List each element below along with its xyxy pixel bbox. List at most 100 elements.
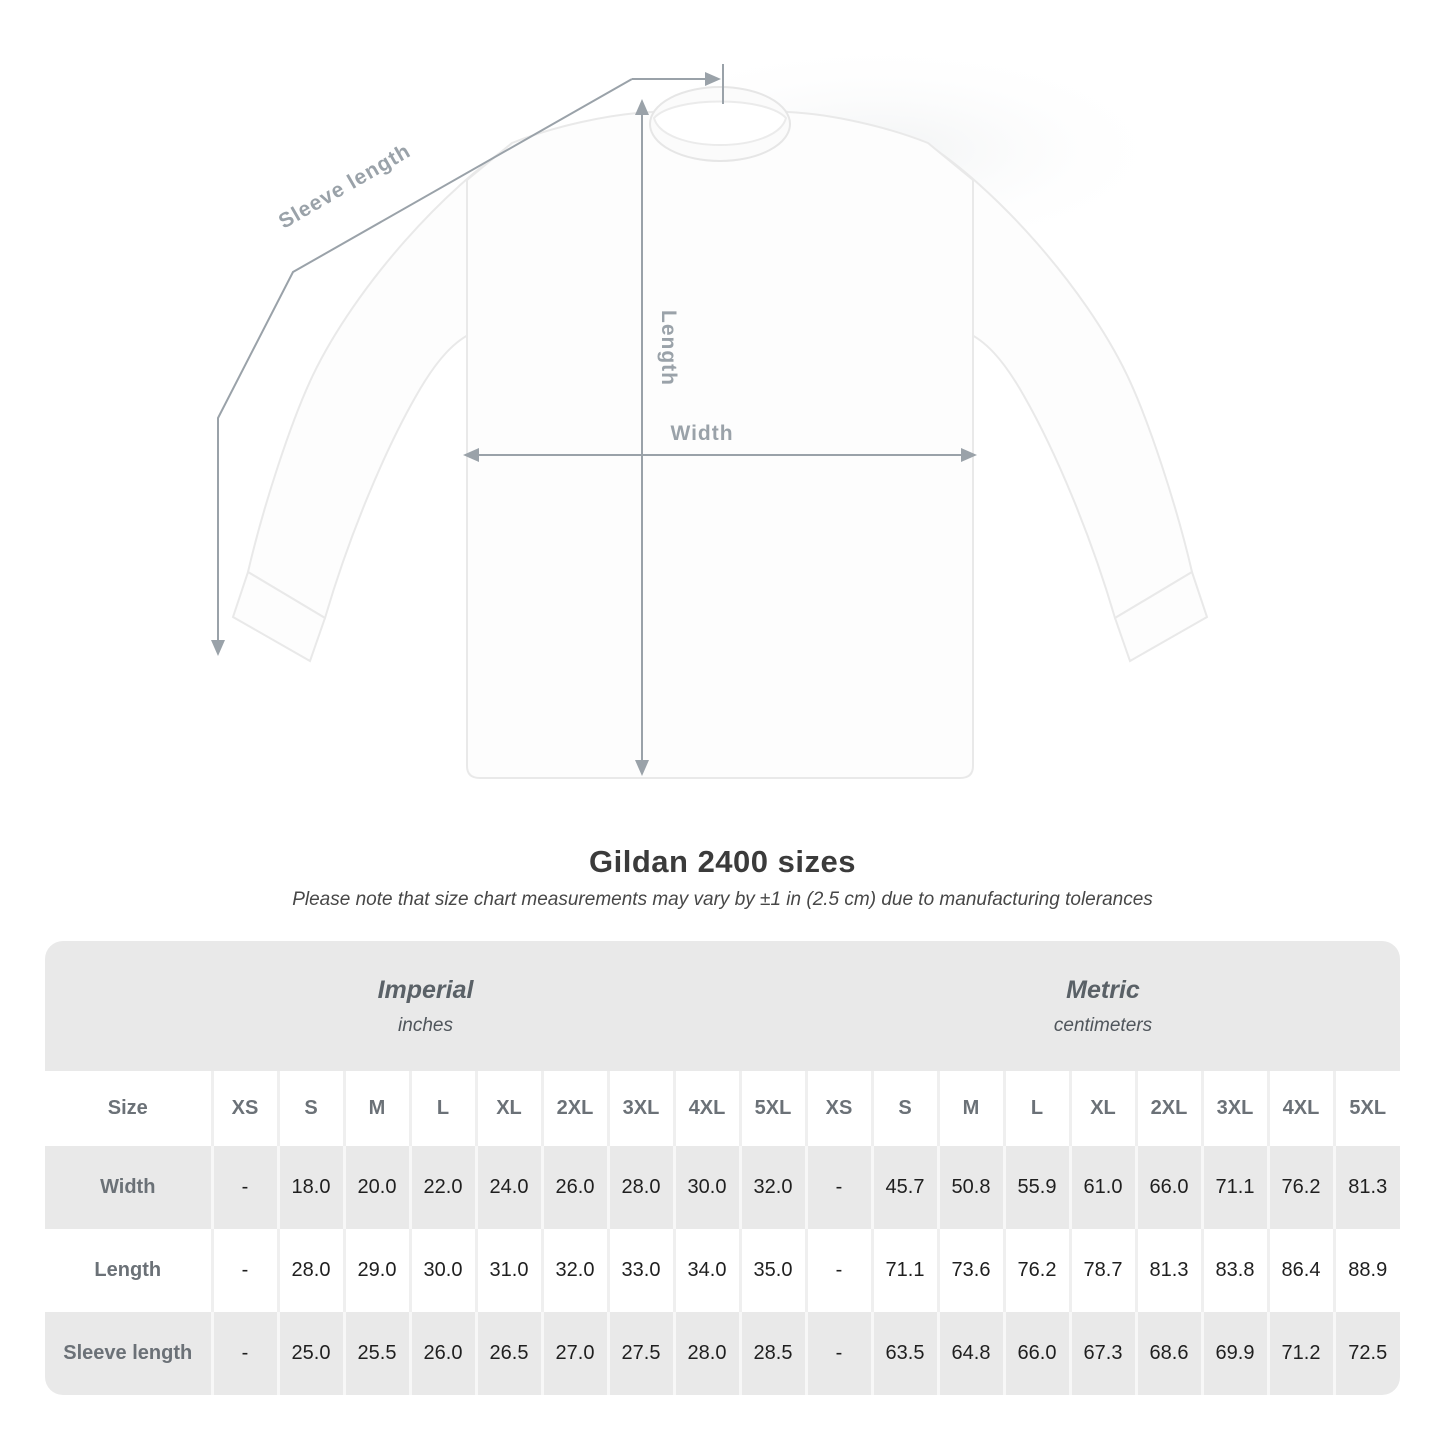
size-header-imperial-s: S bbox=[276, 1071, 344, 1146]
value-cell: 71.2 bbox=[1266, 1312, 1334, 1395]
size-header-metric-5xl: 5XL bbox=[1332, 1071, 1400, 1146]
value-cell: 33.0 bbox=[606, 1229, 674, 1312]
value-cell: 32.0 bbox=[738, 1146, 806, 1229]
metric-unit-label: centimeters bbox=[1053, 1014, 1153, 1036]
size-header-imperial-2xl: 2XL bbox=[540, 1071, 608, 1146]
size-header-imperial-5xl: 5XL bbox=[738, 1071, 806, 1146]
value-cell: 66.0 bbox=[1002, 1312, 1070, 1395]
measurement-arrowheads bbox=[211, 72, 977, 776]
value-cell: 64.8 bbox=[936, 1312, 1004, 1395]
size-header-row: Size XS S M L XL 2XL 3XL 4XL 5XL XS S M L XL 2XL 3XL 4XL… bbox=[45, 1071, 1400, 1146]
value-cell: 71.1 bbox=[870, 1229, 938, 1312]
row-label: Width bbox=[45, 1146, 212, 1229]
value-cell: 45.7 bbox=[870, 1146, 938, 1229]
page-title: Gildan 2400 sizes bbox=[589, 844, 856, 879]
size-column-header: Size bbox=[45, 1071, 212, 1146]
value-cell: 32.0 bbox=[540, 1229, 608, 1312]
value-cell: 73.6 bbox=[936, 1229, 1004, 1312]
value-cell: - bbox=[804, 1229, 872, 1312]
value-cell: 20.0 bbox=[342, 1146, 410, 1229]
collar-inner bbox=[652, 100, 788, 146]
left-sleeve bbox=[246, 139, 518, 620]
value-cell: 26.0 bbox=[408, 1312, 476, 1395]
size-header-imperial-m: M bbox=[342, 1071, 410, 1146]
value-cell: - bbox=[210, 1312, 278, 1395]
value-cell: - bbox=[804, 1146, 872, 1229]
value-cell: 30.0 bbox=[672, 1146, 740, 1229]
metric-label: Metric bbox=[1066, 975, 1140, 1004]
value-cell: 76.2 bbox=[1266, 1146, 1334, 1229]
value-cell: - bbox=[210, 1229, 278, 1312]
value-cell: 78.7 bbox=[1068, 1229, 1136, 1312]
value-cell: 34.0 bbox=[672, 1229, 740, 1312]
value-cell: 81.3 bbox=[1332, 1146, 1400, 1229]
value-cell: 86.4 bbox=[1266, 1229, 1334, 1312]
size-header-imperial-xs: XS bbox=[210, 1071, 278, 1146]
value-cell: 28.0 bbox=[672, 1312, 740, 1395]
value-cell: 66.0 bbox=[1134, 1146, 1202, 1229]
value-cell: 28.0 bbox=[606, 1146, 674, 1229]
value-cell: 27.0 bbox=[540, 1312, 608, 1395]
value-cell: 28.0 bbox=[276, 1229, 344, 1312]
value-cell: 50.8 bbox=[936, 1146, 1004, 1229]
value-cell: 27.5 bbox=[606, 1312, 674, 1395]
value-cell: 28.5 bbox=[738, 1312, 806, 1395]
value-cell: 29.0 bbox=[342, 1229, 410, 1312]
length-label: Length bbox=[657, 310, 680, 386]
value-cell: 83.8 bbox=[1200, 1229, 1268, 1312]
unit-header-row: Imperial inches Metric centimeters bbox=[45, 941, 1400, 1071]
table-row-sleeve-length: Sleeve length -25.0 25.5 26.0 26.5 27.0 27.5 28… bbox=[45, 1312, 1400, 1395]
size-header-metric-3xl: 3XL bbox=[1200, 1071, 1268, 1146]
shirt-measurement-diagram: Sleeve length Length Width bbox=[211, 40, 1209, 779]
value-cell: 22.0 bbox=[408, 1146, 476, 1229]
value-cell: 68.6 bbox=[1134, 1312, 1202, 1395]
size-header-metric-s: S bbox=[870, 1071, 938, 1146]
table-row-length: Length -28.0 29.0 30.0 31.0 32.0 33.0 34.0 35.0-… bbox=[45, 1229, 1400, 1312]
size-header-metric-xl: XL bbox=[1068, 1071, 1136, 1146]
value-cell: 55.9 bbox=[1002, 1146, 1070, 1229]
value-cell: 81.3 bbox=[1134, 1229, 1202, 1312]
value-cell: 26.0 bbox=[540, 1146, 608, 1229]
row-label: Sleeve length bbox=[45, 1312, 212, 1395]
value-cell: 24.0 bbox=[474, 1146, 542, 1229]
metric-header-cell: Metric centimeters bbox=[806, 941, 1400, 1071]
width-label: Width bbox=[670, 422, 733, 445]
size-header-metric-2xl: 2XL bbox=[1134, 1071, 1202, 1146]
value-cell: 71.1 bbox=[1200, 1146, 1268, 1229]
row-label: Length bbox=[45, 1229, 212, 1312]
shirt-illustration bbox=[231, 86, 1209, 779]
size-header-imperial-xl: XL bbox=[474, 1071, 542, 1146]
value-cell: 18.0 bbox=[276, 1146, 344, 1229]
value-cell: 63.5 bbox=[870, 1312, 938, 1395]
imperial-header-cell: Imperial inches bbox=[45, 941, 806, 1071]
size-header-metric-xs: XS bbox=[804, 1071, 872, 1146]
value-cell: 31.0 bbox=[474, 1229, 542, 1312]
size-header-metric-4xl: 4XL bbox=[1266, 1071, 1334, 1146]
value-cell: 72.5 bbox=[1332, 1312, 1400, 1395]
size-header-imperial-4xl: 4XL bbox=[672, 1071, 740, 1146]
size-header-metric-l: L bbox=[1002, 1071, 1070, 1146]
sleeve-length-label: Sleeve length bbox=[275, 139, 415, 233]
right-cuff bbox=[1113, 570, 1209, 663]
size-table-wrap: Imperial inches Metric centimeters Size … bbox=[45, 941, 1400, 1395]
right-sleeve bbox=[922, 139, 1194, 620]
value-cell: - bbox=[210, 1146, 278, 1229]
value-cell: 30.0 bbox=[408, 1229, 476, 1312]
size-header-imperial-3xl: 3XL bbox=[606, 1071, 674, 1146]
value-cell: 25.5 bbox=[342, 1312, 410, 1395]
size-header-metric-m: M bbox=[936, 1071, 1004, 1146]
value-cell: 61.0 bbox=[1068, 1146, 1136, 1229]
value-cell: 25.0 bbox=[276, 1312, 344, 1395]
value-cell: 35.0 bbox=[738, 1229, 806, 1312]
size-table: Imperial inches Metric centimeters Size … bbox=[45, 941, 1400, 1395]
imperial-label: Imperial bbox=[377, 975, 474, 1004]
tolerance-note: Please note that size chart measurements… bbox=[292, 889, 1153, 910]
value-cell: 69.9 bbox=[1200, 1312, 1268, 1395]
value-cell: - bbox=[804, 1312, 872, 1395]
sleeve-measure-diagonal-line bbox=[217, 78, 633, 646]
value-cell: 76.2 bbox=[1002, 1229, 1070, 1312]
table-row-width: Width -18.0 20.0 22.0 24.0 26.0 28.0 30.0 32.0-4… bbox=[45, 1146, 1400, 1229]
imperial-unit-label: inches bbox=[398, 1014, 453, 1036]
size-header-imperial-l: L bbox=[408, 1071, 476, 1146]
